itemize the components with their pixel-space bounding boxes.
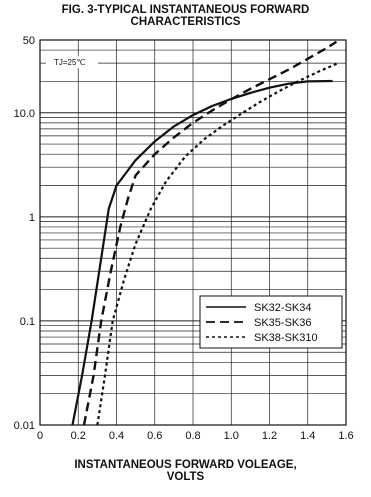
y-tick-label: 0.1 [20,316,35,328]
chart-title: FIG. 3-TYPICAL INSTANTANEOUS FORWARD CHA… [0,4,371,28]
y-tick-label: 10.0 [14,108,35,120]
legend-label: SK32-SK34 [254,302,311,314]
x-tick-label: 0.6 [147,430,162,442]
plot-frame [39,39,347,426]
legend: SK32-SK34 SK35-SK36 SK38-SK310 [199,295,343,349]
y-tick-label: 0.01 [14,420,35,432]
temperature-annotation: TJ=25℃ [46,56,98,69]
chart-title-line1: FIG. 3-TYPICAL INSTANTANEOUS FORWARD [61,4,310,16]
x-tick-label: 0 [37,430,43,442]
x-axis-label-line1: INSTANTANEOUS FORWARD VOLEAGE, [74,459,297,471]
x-tick-label: 1.0 [224,430,239,442]
legend-label: SK35-SK36 [254,317,311,329]
annotation-background [46,56,98,69]
x-tick-label: 1.2 [262,430,277,442]
x-tick-label: 0.8 [185,430,200,442]
x-tick-label: 0.4 [109,430,124,442]
x-tick-label: 1.6 [338,430,353,442]
y-tick-label: 50 [23,35,35,47]
x-tick-label: 0.2 [71,430,86,442]
grid-lines [39,39,347,426]
legend-label: SK38-SK310 [254,332,318,344]
chart-title-line2: CHARACTERISTICS [130,16,241,28]
x-axis-ticks: 0 0.2 0.4 0.6 0.8 1.0 1.2 1.4 1.6 [37,430,354,442]
series-lines [71,40,339,426]
x-axis-label: INSTANTANEOUS FORWARD VOLEAGE, VOLTS [0,459,371,483]
series-line-sk35-sk36 [82,40,338,426]
series-line-sk32-sk34 [71,79,333,426]
y-tick-label: 1 [29,212,35,224]
x-axis-label-line2: VOLTS [166,471,205,483]
annotation-text: TJ=25℃ [54,58,85,67]
x-tick-label: 1.4 [300,430,315,442]
series-line-sk38-sk310 [96,62,339,426]
y-axis-ticks: 0.01 0.1 1 10.0 50 [14,35,35,432]
